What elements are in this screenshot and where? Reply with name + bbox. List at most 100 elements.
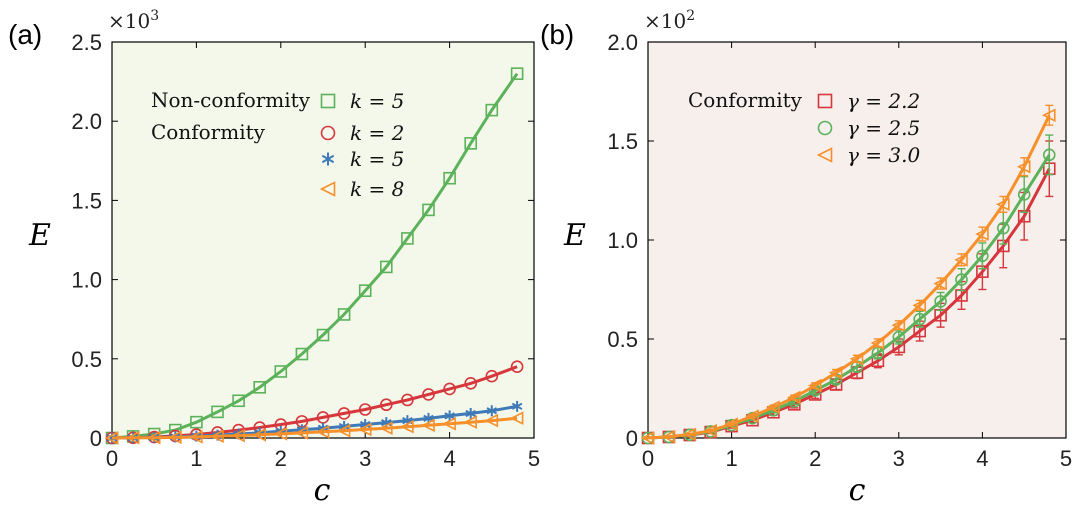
series-orange-triangle-left bbox=[640, 104, 1056, 445]
data-point bbox=[510, 360, 524, 374]
panel-a-x-axis-title: c bbox=[314, 473, 331, 508]
data-point bbox=[337, 407, 351, 420]
data-point bbox=[336, 423, 351, 438]
data-point bbox=[464, 377, 478, 390]
legend-marker-triangle-left bbox=[319, 181, 336, 197]
data-point bbox=[891, 318, 906, 332]
data-point bbox=[358, 284, 372, 297]
data-point bbox=[807, 378, 822, 393]
data-point bbox=[828, 365, 843, 380]
data-point bbox=[443, 382, 456, 396]
data-point bbox=[766, 400, 780, 415]
legend-marker-circle bbox=[817, 120, 833, 136]
panel-b-y-axis-title: E bbox=[563, 218, 586, 253]
data-point bbox=[912, 298, 926, 313]
legend-marker-asterisk bbox=[321, 152, 335, 166]
x-tick-label: 5 bbox=[528, 446, 540, 471]
data-point bbox=[976, 249, 989, 263]
data-point bbox=[485, 369, 499, 383]
data-point bbox=[1041, 108, 1056, 123]
y-tick-label: 0.5 bbox=[607, 327, 638, 352]
legend-marker-square bbox=[320, 93, 336, 109]
panel-b-plot-area bbox=[640, 104, 1056, 445]
data-point bbox=[379, 260, 393, 274]
data-point bbox=[661, 430, 676, 444]
data-point bbox=[787, 390, 801, 405]
panel-a-label: (a) bbox=[8, 19, 42, 50]
y-tick-label: 0 bbox=[626, 426, 638, 451]
data-point bbox=[934, 295, 947, 308]
data-point bbox=[975, 227, 989, 241]
data-point bbox=[401, 232, 414, 245]
legend-label: k = 2 bbox=[350, 121, 404, 145]
data-point bbox=[955, 273, 968, 286]
x-tick-label: 4 bbox=[976, 446, 988, 471]
panel-b: 0 1 2 3 4 5 0 0.5 1.0 1.5 2.0 (b) ×102 E c Conform… bbox=[540, 8, 1072, 508]
y-tick-label: 0 bbox=[90, 426, 102, 451]
data-point bbox=[509, 411, 524, 425]
legend-label: k = 8 bbox=[350, 177, 404, 201]
data-point bbox=[146, 430, 161, 445]
data-point bbox=[357, 422, 372, 437]
data-point bbox=[315, 425, 330, 439]
data-point bbox=[913, 312, 927, 326]
x-tick-label: 0 bbox=[642, 446, 654, 471]
x-tick-label: 2 bbox=[275, 446, 287, 471]
x-tick-label: 3 bbox=[893, 446, 905, 471]
x-tick-label: 1 bbox=[725, 446, 737, 471]
data-point bbox=[1017, 188, 1031, 201]
data-point bbox=[463, 415, 477, 429]
legend-label: k = 5 bbox=[350, 147, 404, 171]
data-point bbox=[484, 413, 499, 428]
series-orange-triangle-left bbox=[104, 411, 524, 445]
data-point bbox=[682, 427, 697, 442]
legend-head-conformity-b: Conformity bbox=[688, 88, 803, 112]
data-point bbox=[125, 431, 140, 445]
legend-marker-circle bbox=[320, 125, 336, 141]
data-point bbox=[996, 197, 1010, 212]
data-point bbox=[422, 388, 435, 401]
x-tick-label: 4 bbox=[443, 446, 455, 471]
data-point bbox=[231, 428, 245, 443]
panel-a-plot-area bbox=[104, 67, 524, 445]
panel-b-x-axis-title: c bbox=[849, 473, 866, 508]
panel-a-y-axis-title: E bbox=[28, 218, 51, 253]
panel-a-legend: Non-conformity Conformity k = 5k = 2k = … bbox=[151, 88, 404, 201]
data-point bbox=[996, 221, 1010, 235]
data-point bbox=[295, 347, 309, 361]
panel-b-label: (b) bbox=[540, 19, 574, 50]
legend-label: γ = 2.5 bbox=[847, 116, 920, 140]
panel-b-legend: Conformity γ = 2.2 γ = 2.5 γ = 3.0 bbox=[688, 88, 921, 167]
data-point bbox=[232, 394, 245, 408]
data-point bbox=[511, 400, 523, 412]
data-point bbox=[464, 137, 478, 150]
data-point bbox=[421, 418, 435, 433]
data-point bbox=[442, 416, 456, 431]
data-point bbox=[210, 429, 224, 444]
data-point bbox=[294, 426, 309, 440]
panel-a: 0 1 2 3 4 5 0 0.5 1.0 1.5 2.0 2.5 (a) ×103 E c Non-… bbox=[8, 8, 540, 508]
data-point bbox=[954, 253, 968, 267]
data-point bbox=[1042, 148, 1056, 162]
legend-label: γ = 3.0 bbox=[847, 143, 921, 167]
y-tick-label: 1.0 bbox=[607, 228, 638, 253]
data-point bbox=[849, 352, 864, 366]
y-tick-label: 2.0 bbox=[607, 30, 638, 55]
data-point bbox=[745, 409, 759, 424]
y-tick-label: 1.0 bbox=[71, 268, 102, 293]
data-point bbox=[465, 407, 476, 419]
data-point bbox=[422, 203, 435, 217]
data-point bbox=[358, 403, 372, 416]
panel-a-axes: 0 1 2 3 4 5 0 0.5 1.0 1.5 2.0 2.5 bbox=[71, 30, 540, 471]
x-tick-label: 3 bbox=[359, 446, 371, 471]
data-point bbox=[933, 276, 947, 291]
plot-frame bbox=[111, 41, 535, 439]
data-point bbox=[189, 430, 203, 444]
x-tick-label: 5 bbox=[1060, 446, 1072, 471]
data-point bbox=[444, 410, 455, 422]
data-point bbox=[252, 428, 266, 442]
data-point bbox=[379, 398, 393, 412]
legend-head-conformity: Conformity bbox=[151, 120, 266, 144]
data-point bbox=[485, 103, 499, 117]
